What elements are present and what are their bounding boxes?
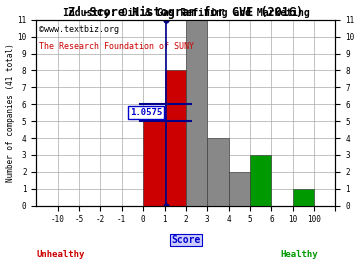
Text: 1.0575: 1.0575: [130, 108, 163, 117]
Bar: [293, 189, 314, 205]
Title: Z’-Score Histogram for CVE (2016): Z’-Score Histogram for CVE (2016): [68, 6, 303, 19]
Bar: [143, 121, 165, 205]
Text: Unhealthy: Unhealthy: [36, 250, 85, 259]
Text: ©www.textbiz.org: ©www.textbiz.org: [39, 25, 119, 34]
Bar: [186, 20, 207, 205]
Text: The Research Foundation of SUNY: The Research Foundation of SUNY: [39, 42, 194, 51]
Text: Industry: Oil & Gas Refining and Marketing: Industry: Oil & Gas Refining and Marketi…: [63, 8, 309, 18]
Bar: [165, 70, 186, 205]
Text: Score: Score: [171, 235, 201, 245]
Bar: [250, 155, 271, 205]
Text: Healthy: Healthy: [281, 250, 318, 259]
Y-axis label: Number of companies (41 total): Number of companies (41 total): [5, 43, 14, 182]
Bar: [207, 138, 229, 205]
Bar: [229, 172, 250, 205]
